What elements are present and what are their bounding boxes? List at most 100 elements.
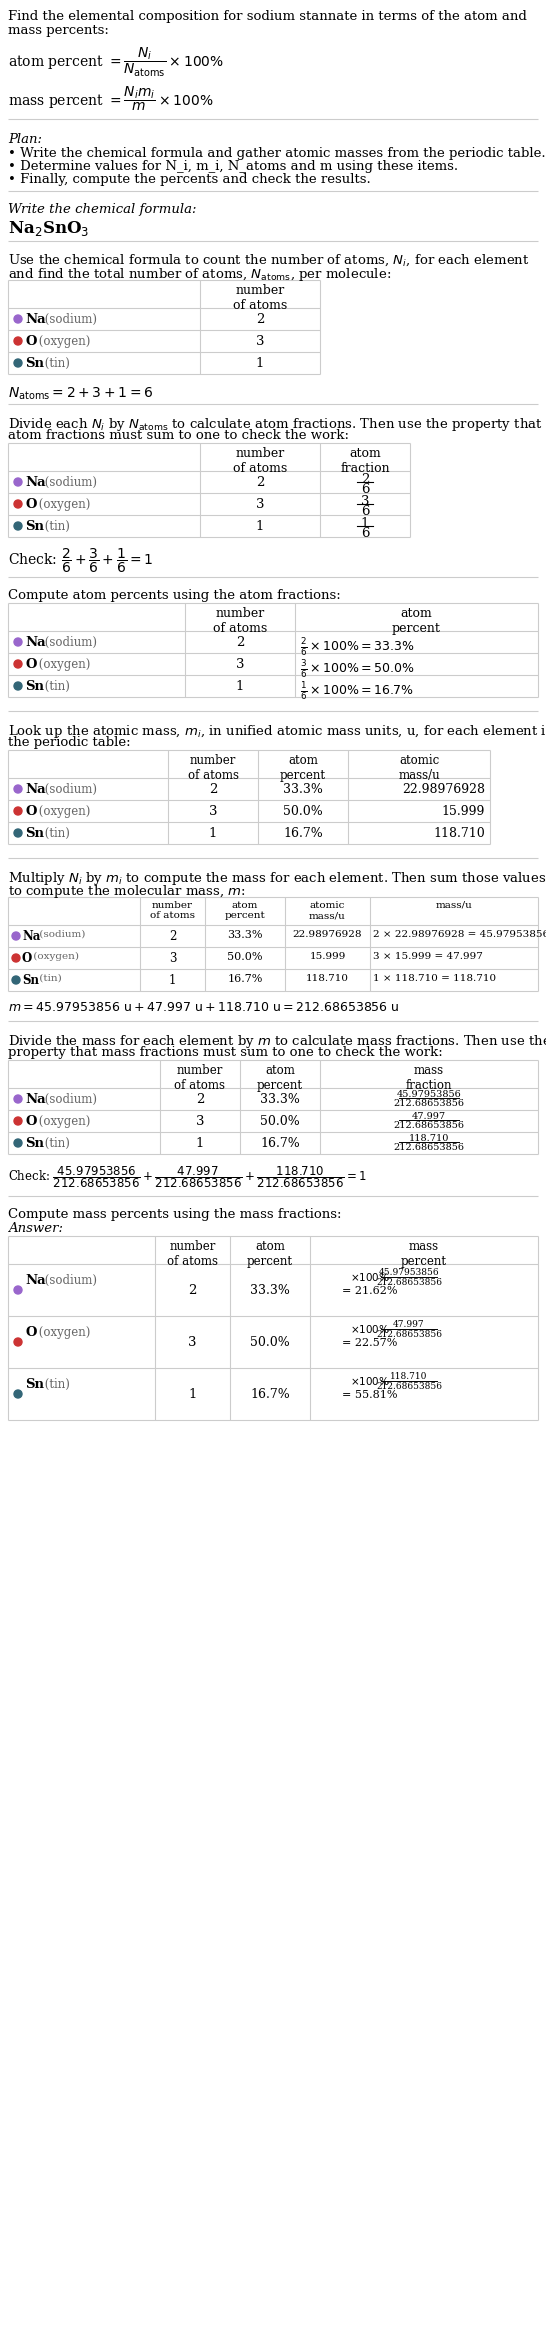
- Text: $\times 100\%$: $\times 100\%$: [350, 1323, 390, 1335]
- Text: Divide each $N_i$ by $N_\mathrm{atoms}$ to calculate atom fractions. Then use th: Divide each $N_i$ by $N_\mathrm{atoms}$ …: [8, 417, 543, 433]
- Text: 2: 2: [256, 314, 264, 326]
- Text: Find the elemental composition for sodium stannate in terms of the atom and: Find the elemental composition for sodiu…: [8, 9, 527, 23]
- Text: Use the chemical formula to count the number of atoms, $N_i$, for each element: Use the chemical formula to count the nu…: [8, 253, 530, 269]
- Text: $\times 100\%$: $\times 100\%$: [350, 1272, 390, 1283]
- Text: Check: $\dfrac{45.97953856}{212.68653856} + \dfrac{47.997}{212.68653856} + \dfra: Check: $\dfrac{45.97953856}{212.68653856…: [8, 1164, 367, 1190]
- Text: 3 × 15.999 = 47.997: 3 × 15.999 = 47.997: [373, 951, 483, 960]
- Circle shape: [14, 660, 22, 667]
- Text: 50.0%: 50.0%: [283, 806, 323, 817]
- Text: O: O: [25, 1326, 37, 1340]
- Text: Sn: Sn: [25, 1377, 44, 1391]
- Text: Sn: Sn: [25, 827, 44, 841]
- Text: 3: 3: [209, 806, 217, 817]
- Text: Compute atom percents using the atom fractions:: Compute atom percents using the atom fra…: [8, 588, 341, 602]
- Text: 16.7%: 16.7%: [250, 1389, 290, 1401]
- Text: 118.710: 118.710: [306, 974, 349, 984]
- Text: Multiply $N_i$ by $m_i$ to compute the mass for each element. Then sum those val: Multiply $N_i$ by $m_i$ to compute the m…: [8, 869, 546, 888]
- Text: (sodium): (sodium): [41, 637, 97, 649]
- Circle shape: [14, 808, 22, 815]
- Text: = 22.57%: = 22.57%: [342, 1337, 397, 1349]
- Text: property that mass fractions must sum to one to check the work:: property that mass fractions must sum to…: [8, 1047, 443, 1059]
- Text: 2: 2: [361, 473, 369, 487]
- Text: 212.68653856: 212.68653856: [394, 1143, 465, 1152]
- Text: Check: $\dfrac{2}{6} + \dfrac{3}{6} + \dfrac{1}{6} = 1$: Check: $\dfrac{2}{6} + \dfrac{3}{6} + \d…: [8, 548, 153, 576]
- Text: (sodium): (sodium): [41, 1274, 97, 1288]
- Circle shape: [14, 829, 22, 836]
- Text: 2 × 22.98976928 = 45.97953856: 2 × 22.98976928 = 45.97953856: [373, 930, 546, 939]
- Text: 3: 3: [236, 658, 244, 672]
- Text: Na: Na: [25, 1274, 46, 1288]
- Text: • Determine values for N_i, m_i, N_atoms and m using these items.: • Determine values for N_i, m_i, N_atoms…: [8, 159, 458, 173]
- Text: atom
fraction: atom fraction: [340, 447, 390, 475]
- Text: atom
percent: atom percent: [392, 607, 441, 635]
- Text: (tin): (tin): [41, 827, 70, 841]
- Circle shape: [14, 316, 22, 323]
- Text: • Finally, compute the percents and check the results.: • Finally, compute the percents and chec…: [8, 173, 371, 185]
- Circle shape: [14, 522, 22, 529]
- Text: 33.3%: 33.3%: [250, 1283, 290, 1297]
- Text: (tin): (tin): [41, 1377, 70, 1391]
- Text: Sn: Sn: [22, 974, 39, 986]
- Text: 16.7%: 16.7%: [260, 1136, 300, 1150]
- Text: 50.0%: 50.0%: [250, 1335, 290, 1349]
- Text: (oxygen): (oxygen): [35, 1115, 91, 1129]
- Text: Na: Na: [25, 475, 46, 489]
- Text: 3: 3: [196, 1115, 204, 1129]
- Text: Answer:: Answer:: [8, 1223, 63, 1234]
- Text: 33.3%: 33.3%: [283, 782, 323, 796]
- Text: 212.68653856: 212.68653856: [376, 1279, 442, 1288]
- Text: 1: 1: [361, 518, 369, 529]
- Text: Na: Na: [25, 1094, 46, 1105]
- Text: mass/u: mass/u: [436, 902, 472, 911]
- Text: O: O: [25, 658, 37, 672]
- Text: (oxygen): (oxygen): [35, 806, 91, 817]
- Text: 1 × 118.710 = 118.710: 1 × 118.710 = 118.710: [373, 974, 496, 984]
- Text: 22.98976928: 22.98976928: [402, 782, 485, 796]
- Text: 15.999: 15.999: [310, 951, 346, 960]
- Text: 3: 3: [361, 494, 369, 508]
- Text: Sn: Sn: [25, 679, 44, 693]
- Text: 118.710: 118.710: [433, 827, 485, 841]
- Text: 1: 1: [169, 974, 176, 986]
- Text: Na: Na: [25, 637, 46, 649]
- Text: Divide the mass for each element by $m$ to calculate mass fractions. Then use th: Divide the mass for each element by $m$ …: [8, 1033, 546, 1049]
- Text: $\times 100\%$: $\times 100\%$: [350, 1375, 390, 1386]
- Text: Na$_2$SnO$_3$: Na$_2$SnO$_3$: [8, 220, 90, 239]
- Text: 6: 6: [361, 506, 369, 518]
- Text: atomic
mass/u: atomic mass/u: [398, 754, 440, 782]
- Text: 2: 2: [196, 1094, 204, 1105]
- Text: atom fractions must sum to one to check the work:: atom fractions must sum to one to check …: [8, 429, 349, 443]
- Text: atom
percent: atom percent: [280, 754, 326, 782]
- Text: 47.997: 47.997: [412, 1112, 446, 1122]
- Text: O: O: [25, 499, 37, 511]
- Text: O: O: [22, 951, 32, 965]
- Text: 1: 1: [188, 1389, 197, 1401]
- Text: (tin): (tin): [41, 1136, 70, 1150]
- Text: number
of atoms: number of atoms: [187, 754, 239, 782]
- Circle shape: [14, 682, 22, 691]
- Text: O: O: [25, 335, 37, 349]
- Text: 22.98976928: 22.98976928: [293, 930, 362, 939]
- Circle shape: [14, 1391, 22, 1398]
- Text: $\frac{1}{6} \times 100\% = 16.7\%$: $\frac{1}{6} \times 100\% = 16.7\%$: [300, 679, 414, 703]
- Text: number
of atoms: number of atoms: [167, 1239, 218, 1267]
- Circle shape: [14, 1117, 22, 1124]
- Text: number
of atoms: number of atoms: [233, 283, 287, 311]
- Text: the periodic table:: the periodic table:: [8, 735, 130, 749]
- Text: (tin): (tin): [41, 520, 70, 534]
- Text: 2: 2: [256, 475, 264, 489]
- Text: 6: 6: [361, 527, 369, 541]
- Text: (tin): (tin): [36, 974, 62, 984]
- Text: 16.7%: 16.7%: [283, 827, 323, 841]
- Text: 3: 3: [256, 499, 264, 511]
- Text: O: O: [25, 1115, 37, 1129]
- Text: Sn: Sn: [25, 520, 44, 534]
- Text: 212.68653856: 212.68653856: [376, 1382, 442, 1391]
- Circle shape: [14, 1286, 22, 1295]
- Text: (oxygen): (oxygen): [35, 499, 91, 511]
- Text: 1: 1: [256, 356, 264, 370]
- Circle shape: [14, 785, 22, 794]
- Text: number
of atoms: number of atoms: [233, 447, 287, 475]
- Circle shape: [12, 953, 20, 963]
- Text: Look up the atomic mass, $m_i$, in unified atomic mass units, u, for each elemen: Look up the atomic mass, $m_i$, in unifi…: [8, 724, 546, 740]
